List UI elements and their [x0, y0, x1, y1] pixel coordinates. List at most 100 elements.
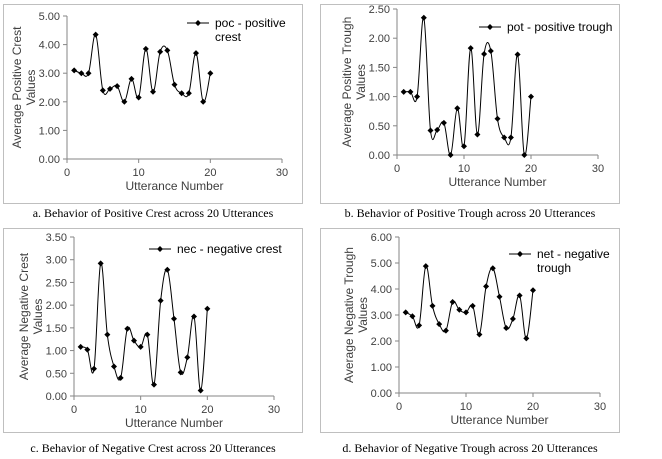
x-axis-title: Utterance Number [448, 175, 546, 189]
chart-svg: 0.00 0.50 1.00 1.50 2.00 2.50 0 10 20 30 Utterance… [340, 5, 612, 189]
chart-panel-positive-trough: 0.00 0.50 1.00 1.50 2.00 2.50 0 10 20 30 Utterance… [320, 4, 620, 204]
data-point-marker [137, 343, 144, 350]
data-point-marker [422, 263, 429, 270]
legend: pot - positive trough [479, 20, 612, 34]
y-tick-label: 2.00 [371, 336, 392, 348]
x-axis-title: Utterance Number [450, 413, 548, 427]
data-point-marker [97, 260, 104, 267]
data-point-marker [463, 309, 469, 316]
y-tick-label: 2.50 [46, 277, 67, 289]
data-point-marker [516, 292, 523, 299]
x-tick-label: 20 [201, 404, 213, 416]
legend-label: poc - positive crest [215, 16, 286, 44]
data-point-marker [456, 306, 463, 313]
legend-marker [195, 20, 201, 26]
data-point-marker [144, 331, 151, 338]
chart-svg: 0.00 0.50 1.00 1.50 2.00 2.50 3.00 3.50 0 10 20 30 U… [17, 232, 282, 430]
data-point-marker [111, 363, 117, 370]
data-point-marker [436, 321, 443, 328]
data-point-marker [164, 266, 171, 273]
x-tick-label: 10 [133, 167, 145, 179]
data-point-marker [440, 119, 447, 126]
x-tick-label: 0 [396, 401, 402, 413]
y-tick-label: 0.00 [46, 391, 67, 403]
x-axis-title: Utterance Number [125, 179, 223, 193]
series-line [403, 17, 532, 156]
y-tick-label: 1.00 [39, 125, 60, 137]
chart-panel-positive-crest: 0.00 1.00 2.00 3.00 4.00 5.00 0 10 20 30 Utterance… [3, 4, 303, 204]
y-tick-label: 1.00 [369, 92, 390, 104]
data-point-marker [207, 70, 214, 77]
data-point-marker [157, 297, 164, 304]
y-tick-label: 1.00 [46, 346, 67, 358]
data-point-marker [84, 346, 91, 353]
y-tick-label: 3.00 [39, 68, 60, 80]
data-point-marker [489, 265, 496, 272]
chart-svg: 0.00 1.00 2.00 3.00 4.00 5.00 6.00 0 10 20 30 Utter… [342, 232, 610, 427]
y-tick-label: 0.00 [39, 154, 60, 166]
y-tick-label: 2.00 [46, 300, 67, 312]
data-point-marker [85, 70, 92, 77]
y-tick-label: 1.00 [371, 362, 392, 374]
legend-marker [487, 24, 493, 30]
data-point-marker [469, 302, 476, 309]
y-axis-title: Average Negative TroughValues [342, 247, 370, 383]
data-point-marker [204, 305, 211, 312]
data-point-marker [407, 88, 414, 95]
chart-svg: 0.00 1.00 2.00 3.00 4.00 5.00 0 10 20 30 Utterance… [10, 11, 288, 193]
x-tick-label: 30 [594, 401, 606, 413]
data-point-marker [409, 313, 416, 320]
data-point-marker [416, 322, 423, 329]
data-point-marker [171, 315, 177, 322]
y-tick-label: 5.00 [39, 11, 60, 23]
data-point-marker [467, 45, 474, 52]
data-point-marker [117, 374, 124, 381]
legend: poc - positive crest [187, 16, 286, 44]
data-point-marker [131, 337, 137, 344]
data-point-marker [178, 90, 185, 97]
series-line [80, 262, 208, 392]
y-tick-label: 0.50 [46, 368, 67, 380]
caption-negative-crest: c. Behavior of Negative Crest across 20 … [30, 441, 276, 455]
data-point-marker [124, 325, 131, 332]
data-point-marker [523, 335, 530, 342]
data-point-marker [91, 365, 97, 372]
data-point-marker [414, 93, 421, 100]
series-line [405, 265, 534, 339]
data-point-marker [171, 81, 178, 88]
data-point-marker [128, 75, 135, 82]
y-tick-label: 0.00 [371, 388, 392, 400]
x-tick-label: 20 [525, 163, 537, 175]
data-point-marker [507, 134, 514, 141]
y-tick-label: 1.50 [369, 62, 390, 74]
legend: net - negative trough [509, 247, 610, 275]
data-point-marker [142, 45, 149, 52]
y-axis-title: Average Positive TroughValues [340, 17, 368, 148]
legend-label: nec - negative crest [177, 242, 282, 256]
data-point-marker [429, 302, 436, 309]
data-point-marker [501, 134, 508, 141]
data-point-marker [434, 126, 441, 133]
y-tick-label: 1.50 [46, 323, 67, 335]
x-tick-label: 0 [64, 167, 70, 179]
x-tick-label: 0 [71, 404, 77, 416]
x-tick-label: 30 [276, 167, 288, 179]
y-tick-label: 2.50 [369, 5, 390, 16]
data-point-marker [400, 88, 407, 95]
y-tick-label: 4.00 [371, 284, 392, 296]
data-point-marker [135, 94, 142, 101]
caption-negative-trough: d. Behavior of Negative Trough across 20… [342, 441, 598, 455]
y-tick-label: 0.00 [369, 150, 390, 162]
x-tick-label: 10 [135, 404, 147, 416]
y-axis-title: Average Negative CrestValues [17, 252, 45, 380]
data-point-marker [514, 51, 521, 58]
y-tick-label: 3.00 [371, 310, 392, 322]
data-point-marker [528, 93, 534, 100]
x-axis-title: Utterance Number [125, 416, 223, 430]
x-tick-label: 10 [460, 401, 472, 413]
y-tick-label: 5.00 [371, 258, 392, 270]
data-point-marker [121, 98, 128, 105]
caption-positive-crest: a. Behavior of Positive Crest across 20 … [32, 206, 274, 220]
data-point-marker [449, 299, 456, 305]
data-point-marker [157, 48, 164, 55]
